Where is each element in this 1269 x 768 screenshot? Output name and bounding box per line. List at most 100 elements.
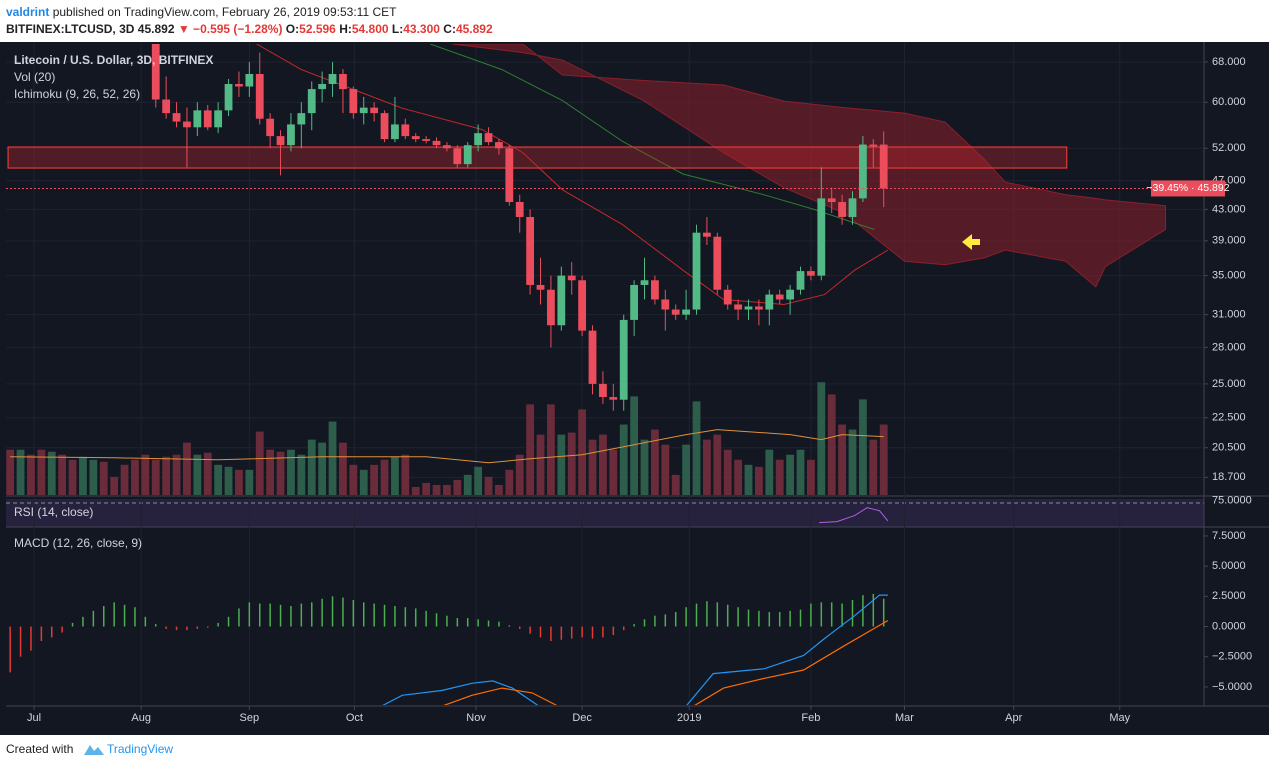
x-tick-label: Mar [895,712,914,724]
candle-body [495,142,503,149]
y-tick-label: 22.500 [1212,412,1246,424]
volume-bar [287,449,295,495]
candle-body [703,232,711,237]
macd-tick-label: 2.5000 [1212,590,1246,602]
candle-body [287,124,295,146]
legend-rsi: RSI (14, close) [14,505,93,519]
candle-body [214,110,223,128]
candle-body [505,148,514,203]
last-price-label: −39.45% · 45.892 [1146,182,1229,194]
candle-body [692,232,701,310]
chart-background [0,42,1269,735]
volume-bar [630,396,639,495]
candle-body [443,145,451,149]
symbol: BITFINEX:LTCUSD, 3D [6,22,135,36]
volume-bar [671,474,680,495]
volume-bar [567,432,576,495]
volume-bar [859,399,867,495]
volume-bar [796,449,805,495]
macd-tick-label: 5.0000 [1212,560,1246,572]
volume-bar [557,434,566,495]
candle-body [422,139,431,141]
candle-body [297,113,306,125]
volume-bar [380,459,389,495]
footer-brand[interactable]: TradingView [107,742,173,756]
legend-volume: Vol (20) [14,70,55,84]
candle-body [224,83,233,111]
volume-bar [68,459,77,495]
volume-bar [817,382,826,495]
y-tick-label: 28.000 [1212,341,1246,353]
volume-bar [359,469,368,495]
volume-bar [203,452,212,495]
volume-bar [224,466,233,495]
candle-body [817,198,826,276]
candle-body [619,319,628,400]
volume-bar [411,486,420,495]
candle-body [307,89,316,114]
publish-line: valdrint published on TradingView.com, F… [6,5,397,19]
candle-body [599,383,607,398]
candle-body [339,73,347,90]
candle-body [651,280,659,300]
candle-body [765,294,774,310]
volume-bar [328,421,337,495]
volume-bar [141,454,150,495]
candle-body [203,110,212,128]
candle-body [328,73,337,84]
macd-line [443,619,889,705]
volume-bar [661,444,670,495]
resistance-zone [7,146,1068,169]
change: ▼ −0.595 (−1.28%) [178,22,283,36]
candle-body [359,107,368,114]
candle-body [827,198,836,203]
candle-body [463,145,472,165]
candle-body [755,306,763,310]
volume-bar [526,404,535,495]
candle-body [266,118,275,137]
volume-bar [89,459,98,495]
candle-body [515,202,524,217]
ohlc-key: H: [339,22,352,36]
volume-bar [235,469,243,495]
volume-bar [609,449,618,495]
ohlc-value: 52.596 [299,22,336,36]
x-tick-label: Sep [240,712,260,724]
ohlc-value: 54.800 [352,22,389,36]
volume-bar [453,479,462,495]
ohlc-value: 45.892 [456,22,493,36]
volume-bar [744,464,753,495]
symbol-line: BITFINEX:LTCUSD, 3D 45.892 ▼ −0.595 (−1.… [6,22,493,36]
published: published on TradingView.com, February 2… [53,5,397,19]
legend-macd: MACD (12, 26, close, 9) [14,536,142,550]
candle-body [255,73,264,119]
volume-bar [443,484,451,495]
volume-bar [151,459,160,495]
ohlc-key: C: [443,22,456,36]
macd-tick-label: −2.5000 [1212,651,1252,663]
volume-bar [827,394,836,495]
candle-body [713,236,722,290]
volume-bar [120,464,129,495]
candle-body [671,309,680,315]
ohlc-key: O: [286,22,299,36]
volume-bar [391,456,399,495]
candle-body [630,284,639,320]
volume-bar [807,459,815,495]
rsi-band [6,499,1204,527]
volume-bar [495,484,503,495]
ohlc-key: L: [392,22,403,36]
candle-body [453,148,462,165]
candle-body [349,89,358,114]
author[interactable]: valdrint [6,5,49,19]
volume-bar [515,454,524,495]
macd-tick-label: −5.0000 [1212,681,1252,693]
volume-bar [484,476,493,495]
candle-body [391,124,399,140]
volume-bar [619,424,628,495]
candle-body [557,275,566,326]
volume-bar [339,442,347,495]
macd-tick-label: 7.5000 [1212,530,1246,542]
x-tick-label: Nov [466,712,486,724]
volume-bar [255,431,264,495]
